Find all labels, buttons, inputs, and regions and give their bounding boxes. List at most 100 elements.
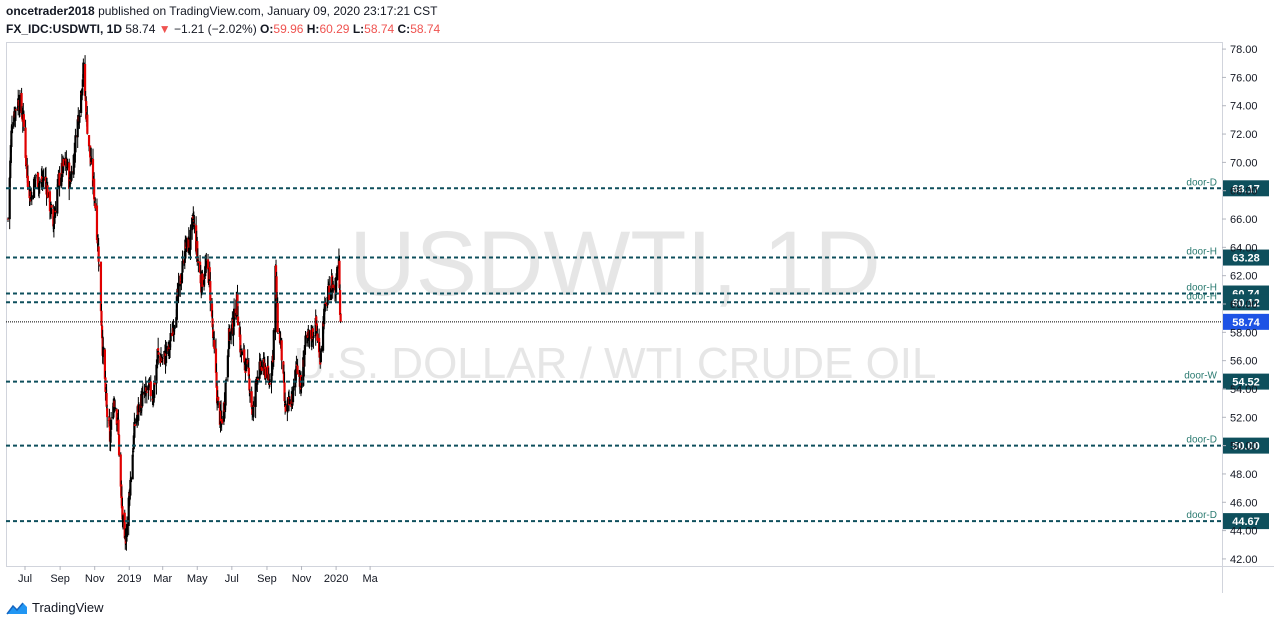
- candle: [62, 157, 65, 171]
- candle-body: [42, 177, 45, 179]
- candle: [268, 373, 271, 389]
- candle-body: [165, 346, 168, 355]
- candle-body: [93, 178, 96, 200]
- candle-body: [24, 127, 27, 158]
- candle-body: [244, 358, 248, 372]
- candle: [145, 382, 148, 393]
- candle-body: [314, 335, 317, 337]
- candle-body: [213, 339, 216, 349]
- candle: [324, 297, 327, 312]
- candle: [116, 422, 119, 432]
- candle-body: [90, 158, 93, 163]
- candle-body: [267, 374, 270, 383]
- candle-body: [56, 188, 59, 214]
- y-tick-label: 44.00: [1230, 526, 1258, 538]
- author-name[interactable]: oncetrader2018: [6, 4, 95, 18]
- candle: [83, 55, 87, 99]
- candle-body: [38, 182, 41, 184]
- candle-body: [216, 386, 219, 404]
- candle: [110, 411, 113, 437]
- candle-body: [157, 352, 160, 355]
- candle-body: [215, 372, 218, 388]
- candle-body: [173, 326, 176, 330]
- candle-body: [70, 171, 73, 181]
- candle-body: [193, 223, 196, 225]
- candle-body: [294, 370, 297, 388]
- candle-body: [100, 325, 104, 339]
- candle-body: [127, 497, 130, 527]
- candle-body: [125, 524, 129, 537]
- candle-body: [206, 259, 210, 270]
- candle-body: [83, 63, 87, 96]
- candle-body: [204, 266, 207, 277]
- candle-body: [288, 399, 291, 405]
- candle-body: [89, 145, 92, 158]
- candle: [97, 234, 100, 246]
- candle-body: [46, 185, 49, 198]
- candle: [144, 389, 147, 404]
- y-tick-label: 68.00: [1230, 186, 1258, 198]
- candle: [102, 336, 105, 365]
- candle: [98, 264, 101, 267]
- candle-body: [14, 109, 18, 111]
- y-tick-label: 60.00: [1230, 299, 1258, 311]
- candle-body: [97, 243, 100, 245]
- level-tag-bg: [1223, 373, 1269, 390]
- candle-body: [84, 96, 87, 102]
- candle-body: [282, 361, 285, 374]
- candle-body: [202, 280, 206, 285]
- y-tick-label: 42.00: [1230, 554, 1258, 566]
- candle-body: [302, 357, 305, 386]
- candle: [104, 387, 108, 394]
- candle-body: [94, 203, 97, 209]
- level-label: door-W: [1184, 371, 1217, 382]
- tradingview-brand: TradingView: [32, 600, 104, 615]
- candle: [221, 415, 224, 425]
- candle: [74, 128, 77, 163]
- candle-body: [49, 205, 53, 215]
- candle-body: [180, 281, 183, 283]
- candle-body: [175, 317, 178, 328]
- candle-body: [284, 403, 287, 404]
- candle-body: [226, 355, 229, 378]
- candle: [149, 375, 152, 402]
- candle: [240, 348, 244, 356]
- candle: [169, 323, 172, 351]
- candle-body: [268, 382, 271, 385]
- candle-body: [10, 130, 13, 148]
- candle-body: [72, 154, 75, 175]
- candle-body: [312, 336, 315, 339]
- candle-body: [286, 403, 289, 412]
- candle: [37, 186, 40, 197]
- candle-body: [80, 91, 83, 114]
- time-axis[interactable]: Jul Sep Nov 2019 Mar May Jul Sep Nov 2020 Ma: [18, 566, 379, 585]
- candle: [121, 497, 124, 528]
- candle-body: [86, 114, 89, 134]
- candle-body: [52, 209, 55, 227]
- candle: [64, 151, 67, 171]
- tradingview-footer[interactable]: TradingView: [6, 600, 104, 615]
- candle-body: [113, 400, 116, 408]
- candle-body: [148, 382, 151, 385]
- candle: [70, 165, 73, 182]
- candle: [338, 284, 342, 318]
- candle-body: [112, 402, 115, 418]
- candle-body: [50, 205, 53, 208]
- candle: [185, 237, 188, 253]
- candle-body: [168, 343, 172, 348]
- open-label: O:: [260, 22, 274, 36]
- candle: [191, 217, 194, 240]
- candle: [308, 330, 311, 349]
- candle-body: [264, 366, 267, 379]
- y-tick-label: 78.00: [1230, 44, 1258, 56]
- candle-body: [235, 313, 238, 316]
- candle: [296, 358, 299, 375]
- candle: [248, 374, 251, 397]
- candle-body: [157, 348, 160, 351]
- candle: [314, 309, 317, 346]
- candle: [272, 328, 275, 367]
- candle-body: [339, 313, 342, 322]
- price-axis[interactable]: 42.00 44.00 46.00 48.00 50.00 52.00 54.00 56.00…: [1222, 44, 1258, 566]
- x-tick-label: Sep: [257, 573, 277, 585]
